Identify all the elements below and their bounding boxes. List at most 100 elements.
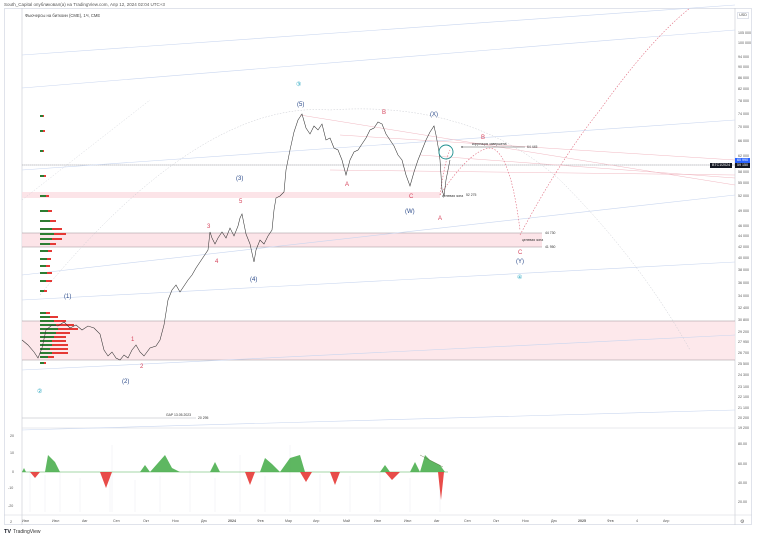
svg-text:2025: 2025 — [578, 519, 586, 523]
oscillator-pane: 20 10 0 -10 -20 80.00 60.00 40.00 20.00 — [8, 434, 747, 512]
svg-text:40.00: 40.00 — [738, 481, 747, 485]
svg-text:38 000: 38 000 — [738, 268, 749, 272]
settings-gear-icon[interactable]: ⚙ — [740, 519, 745, 525]
svg-text:Окт: Окт — [143, 519, 149, 523]
wave-label: (3) — [236, 176, 243, 182]
svg-text:42 000: 42 000 — [738, 245, 749, 249]
gap-level: 20 295 — [198, 416, 208, 420]
tradingview-logo[interactable]: TV TradingView — [4, 529, 41, 535]
correction-level: 64 445 — [527, 145, 537, 149]
svg-text:36 000: 36 000 — [738, 281, 749, 285]
svg-text:70 000: 70 000 — [738, 125, 749, 129]
timezone-button[interactable]: 2 — [10, 519, 13, 524]
wave-label: 4 — [215, 259, 219, 265]
target-circle — [438, 144, 454, 160]
correction-note: коррекция завершена — [472, 142, 507, 146]
svg-text:60.00: 60.00 — [738, 462, 747, 466]
svg-text:20.00: 20.00 — [738, 500, 747, 504]
svg-text:66 000: 66 000 — [738, 139, 749, 143]
gap-label: GAP 13.05.2023 — [166, 413, 191, 417]
svg-text:86 000: 86 000 — [738, 76, 749, 80]
wave-label: B — [382, 110, 386, 116]
wave-label: A — [345, 182, 349, 188]
target-zone-2-label: целевая зона — [522, 238, 543, 242]
tradingview-logo-icon: TV — [4, 529, 12, 535]
svg-text:Июн: Июн — [374, 519, 381, 523]
wave-label: C — [518, 250, 523, 256]
current-price-tag: 60 990 — [735, 158, 750, 163]
volume-profile — [40, 115, 78, 364]
target-zone-1-level: 52 275 — [466, 193, 476, 197]
svg-text:44 000: 44 000 — [738, 234, 749, 238]
projection-path-2 — [519, 7, 691, 236]
svg-text:Ноя: Ноя — [522, 519, 529, 523]
svg-text:Окт: Окт — [493, 519, 499, 523]
chart-frame — [4, 8, 752, 525]
price-line — [21, 113, 451, 361]
svg-text:58 000: 58 000 — [738, 170, 749, 174]
dashed-arc — [39, 108, 691, 351]
svg-text:80.00: 80.00 — [738, 442, 747, 446]
svg-text:Фев: Фев — [607, 519, 614, 523]
last-price-tag: 59 150 — [735, 163, 750, 168]
svg-text:62 000: 62 000 — [738, 154, 749, 158]
svg-text:Июл: Июл — [404, 519, 411, 523]
svg-text:Июл: Июл — [52, 519, 59, 523]
svg-text:27 950: 27 950 — [738, 340, 749, 344]
time-axis[interactable]: Июн Июл Авг Сен Окт Ноя Дек 2024 Фев Мар… — [22, 519, 669, 523]
svg-text:0: 0 — [12, 470, 14, 474]
svg-text:100 000: 100 000 — [738, 41, 751, 45]
svg-text:94 000: 94 000 — [738, 55, 749, 59]
svg-text:78 000: 78 000 — [738, 99, 749, 103]
projection-path-1 — [439, 147, 521, 231]
wave-label: 2 — [140, 364, 144, 370]
wave-label: 3 — [207, 224, 211, 230]
svg-text:Сен: Сен — [113, 519, 120, 523]
svg-text:Фев: Фев — [257, 519, 264, 523]
wave-label: ② — [37, 388, 42, 395]
svg-text:Авг: Авг — [434, 519, 440, 523]
svg-text:Май: Май — [343, 519, 350, 523]
svg-text:Дек: Дек — [201, 519, 207, 523]
svg-text:32 400: 32 400 — [738, 306, 749, 310]
trend-lines — [299, 114, 736, 186]
wave-label: ③ — [296, 81, 301, 88]
wave-label: C — [409, 194, 414, 200]
tradingview-logo-text: TradingView — [13, 529, 41, 535]
target-zone-1-label: целевая зона — [442, 194, 463, 198]
target-zone-2 — [22, 233, 542, 247]
wave-label: B — [481, 135, 485, 141]
wave-label: (X) — [430, 112, 438, 118]
channel-lines — [21, 4, 736, 431]
svg-text:4: 4 — [636, 519, 638, 523]
svg-text:105 000: 105 000 — [738, 31, 751, 35]
wave-label: ④ — [517, 274, 522, 281]
price-axis[interactable]: 105 000 100 000 94 000 90 000 86 000 82 … — [738, 31, 751, 430]
svg-text:Ноя: Ноя — [172, 519, 179, 523]
wave-label: A — [438, 216, 442, 222]
svg-text:22 100: 22 100 — [738, 395, 749, 399]
svg-text:10: 10 — [10, 451, 14, 455]
svg-text:20: 20 — [10, 434, 14, 438]
svg-text:Апр: Апр — [663, 519, 669, 523]
svg-text:21 100: 21 100 — [738, 406, 749, 410]
currency-button[interactable]: USD — [737, 12, 749, 19]
svg-text:-20: -20 — [8, 504, 13, 508]
wave-label: 5 — [239, 199, 243, 205]
wave-label: (5) — [297, 102, 304, 108]
symbol-title: Фьючерсы на биткоин (CME), 1Ч, CME — [25, 13, 101, 18]
svg-text:40 000: 40 000 — [738, 256, 749, 260]
svg-text:Июн: Июн — [22, 519, 29, 523]
svg-text:Дек: Дек — [551, 519, 557, 523]
svg-text:46 000: 46 000 — [738, 224, 749, 228]
svg-text:52 000: 52 000 — [738, 194, 749, 198]
svg-text:Мар: Мар — [285, 519, 292, 523]
target-zone-2-lower: 41 950 — [545, 245, 555, 249]
svg-text:Сен: Сен — [464, 519, 471, 523]
svg-text:82 000: 82 000 — [738, 87, 749, 91]
svg-text:24 300: 24 300 — [738, 373, 749, 377]
lower-zone — [22, 321, 735, 360]
svg-text:Авг: Авг — [82, 519, 88, 523]
svg-text:25 500: 25 500 — [738, 362, 749, 366]
